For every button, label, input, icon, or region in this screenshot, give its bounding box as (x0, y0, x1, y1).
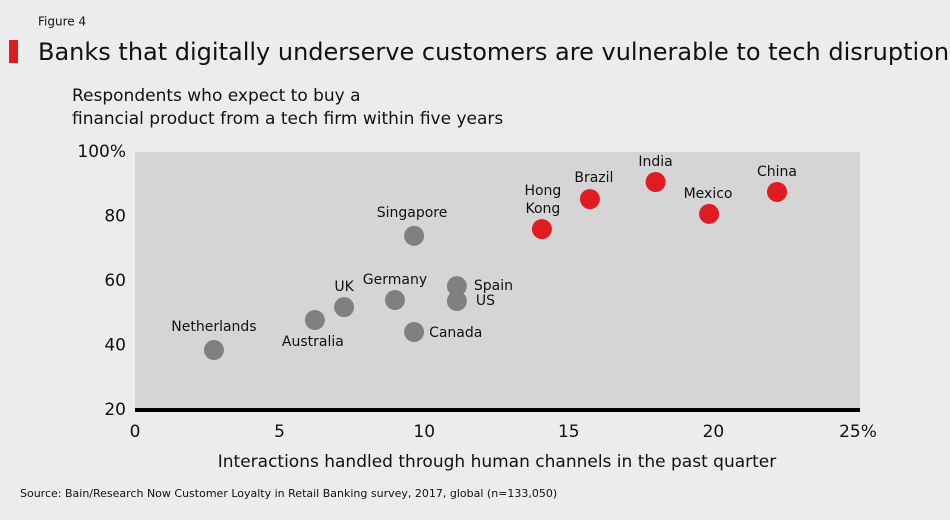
point (446, 290, 467, 311)
point-label: China (757, 163, 798, 180)
subtitle: Respondents who expect to buy a (72, 86, 361, 106)
chart-title: Banks that digitally underserve customer… (38, 38, 949, 66)
point (384, 290, 405, 311)
point-label: Hong Kong (524, 183, 562, 218)
point-label: US (475, 292, 496, 309)
point-label: Australia (281, 334, 344, 351)
point-label: Brazil (574, 170, 614, 187)
point (304, 310, 325, 331)
point (699, 203, 720, 224)
point (579, 189, 600, 210)
point (645, 171, 666, 192)
point (446, 276, 467, 297)
point-label: UK (334, 279, 354, 296)
source: Source: Bain/Research Now Customer Loyal… (20, 487, 557, 500)
figure-label: Figure 4 (38, 15, 86, 29)
subtitle: financial product from a tech firm withi… (72, 109, 503, 129)
point (404, 225, 425, 246)
x-tick-label: 5 (274, 422, 285, 442)
title-marker (9, 40, 18, 63)
y-tick-label: 40 (104, 336, 126, 356)
x-axis-label: Interactions handled through human chann… (218, 452, 777, 472)
x-tick-label: 10 (413, 422, 435, 442)
point-label: Spain (473, 278, 513, 295)
plot-area (135, 152, 860, 410)
y-tick-label: 100% (77, 142, 126, 162)
point (203, 340, 224, 361)
y-tick-label: 20 (104, 400, 126, 420)
point-label: Germany (362, 272, 428, 289)
point (334, 297, 355, 318)
point-label: Singapore (376, 204, 448, 221)
point (767, 181, 788, 202)
point-label: Canada (429, 324, 483, 341)
point (404, 321, 425, 342)
point-label: India (638, 153, 673, 170)
y-tick-label: 60 (104, 271, 126, 291)
point (531, 219, 552, 240)
x-tick-label: 15 (558, 422, 580, 442)
point-label: Netherlands (171, 319, 257, 335)
x-tick-label: 20 (703, 422, 725, 442)
y-tick-label: 80 (104, 207, 126, 227)
x-tick-label: 25% (839, 422, 877, 442)
x-tick-label: 0 (130, 422, 141, 442)
point-label: Mexico (683, 185, 733, 202)
